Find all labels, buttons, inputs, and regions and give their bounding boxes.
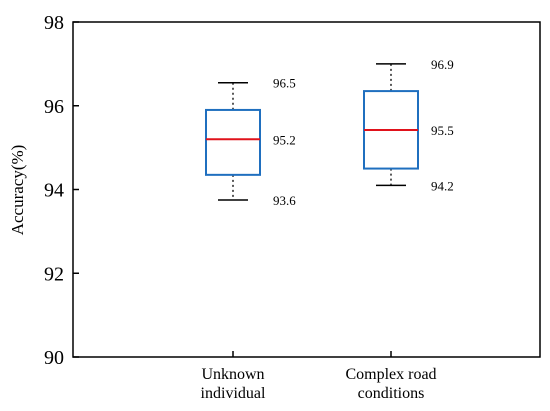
- y-tick-label: 92: [44, 263, 64, 285]
- plot-area-frame: [72, 21, 541, 358]
- median-value-label: 95.2: [273, 132, 296, 147]
- x-category-label: individual: [201, 385, 266, 402]
- x-axis: Unknown individual Complex road conditions: [201, 351, 437, 402]
- x-category-label: Unknown: [201, 366, 264, 383]
- box-group: 96.5 95.2 93.6: [205, 76, 296, 208]
- y-tick-label: 94: [44, 180, 64, 202]
- upper-value-label: 96.5: [273, 76, 296, 91]
- x-category-label: conditions: [358, 385, 425, 402]
- boxes: 96.5 95.2 93.6 96.9 95.5 94.2: [205, 57, 454, 208]
- box-iqr: [205, 108, 261, 176]
- median-value-label: 95.5: [431, 123, 454, 138]
- y-tick-label: 98: [44, 12, 64, 34]
- y-axis-label: Accuracy(%): [8, 145, 27, 236]
- box-group: 96.9 95.5 94.2: [363, 57, 454, 193]
- lower-value-label: 94.2: [431, 178, 454, 193]
- lower-value-label: 93.6: [273, 193, 296, 208]
- upper-value-label: 96.9: [431, 57, 454, 72]
- x-category-label: Complex road: [345, 366, 436, 383]
- y-tick-label: 96: [44, 96, 64, 118]
- y-axis: 90 92 94 96 98: [44, 12, 79, 369]
- y-tick-label: 90: [44, 347, 64, 369]
